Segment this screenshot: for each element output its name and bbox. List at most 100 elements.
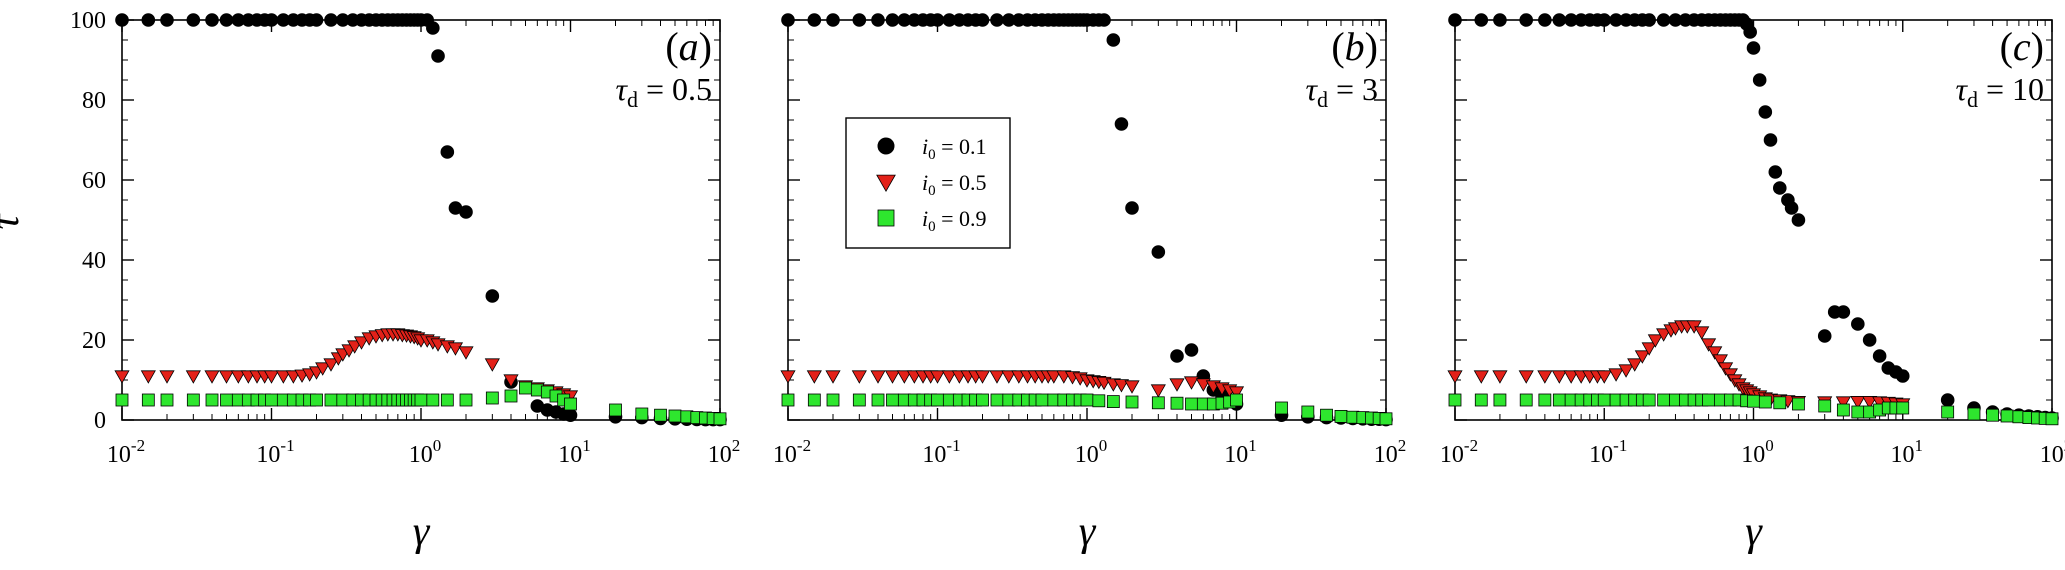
legend-box <box>845 117 1011 249</box>
data-point <box>1170 349 1184 363</box>
data-point <box>1334 409 1348 423</box>
data-point <box>1275 401 1288 415</box>
x-tick-label: 102 <box>708 436 741 468</box>
data-point <box>1773 396 1787 410</box>
data-point <box>1320 408 1333 422</box>
data-point <box>1518 370 1534 384</box>
data-point <box>1872 349 1887 363</box>
data-point <box>989 370 1005 384</box>
data-point <box>1763 133 1778 147</box>
data-point <box>1080 393 1094 407</box>
data-point <box>440 393 454 407</box>
data-point <box>1170 396 1184 410</box>
data-point <box>1597 393 1611 407</box>
data-point <box>635 407 649 421</box>
data-point <box>204 370 220 384</box>
data-point <box>185 370 201 384</box>
y-tick-label: 100 <box>70 8 106 34</box>
data-point <box>807 13 822 27</box>
data-point <box>503 374 519 388</box>
data-point <box>975 13 990 27</box>
data-point <box>205 393 219 407</box>
data-point <box>431 49 445 63</box>
data-point <box>1474 13 1489 27</box>
data-point <box>141 393 155 407</box>
data-point <box>825 370 841 384</box>
data-point <box>1850 396 1866 410</box>
data-point <box>1183 376 1200 390</box>
y-axis-title: τ <box>0 213 28 230</box>
data-point <box>315 362 331 376</box>
x-tick-label: 101 <box>1891 436 1924 468</box>
data-point <box>1230 393 1243 407</box>
data-point <box>1941 405 1955 419</box>
data-point <box>1642 393 1656 407</box>
data-point <box>931 393 944 407</box>
tau-d-annotation: τd = 3 <box>1306 71 1379 112</box>
data-point <box>852 13 867 27</box>
data-point <box>886 393 899 407</box>
data-point <box>826 13 840 27</box>
data-point <box>1538 393 1552 407</box>
data-point <box>1150 384 1166 398</box>
x-axis-title: γ <box>413 509 431 555</box>
data-point <box>1835 396 1851 410</box>
x-tick-label: 10-1 <box>256 436 294 468</box>
data-point <box>1851 317 1865 331</box>
data-point <box>1862 396 1878 410</box>
data-point <box>1758 395 1772 409</box>
data-point <box>1519 13 1534 27</box>
legend-marker <box>877 209 895 227</box>
x-tick-label: 100 <box>409 436 442 468</box>
data-point <box>1743 25 1757 39</box>
data-point <box>114 370 130 384</box>
x-tick-label: 100 <box>1741 436 1774 468</box>
data-point <box>1519 393 1533 407</box>
data-point <box>1379 412 1393 426</box>
data-point <box>1862 333 1877 347</box>
data-point <box>218 370 235 384</box>
data-point <box>1597 13 1612 27</box>
data-point <box>1046 370 1062 384</box>
series-square <box>1448 393 2059 426</box>
data-point <box>1772 181 1787 195</box>
data-point <box>1940 393 1955 407</box>
data-point <box>414 393 428 407</box>
data-point <box>353 336 370 350</box>
legend-label: i0 = 0.1 <box>922 134 987 163</box>
data-point <box>1851 405 1865 419</box>
x-tick-label: 10-2 <box>773 436 811 468</box>
x-tick-label: 100 <box>1075 436 1108 468</box>
data-point <box>186 13 201 27</box>
data-point <box>1656 328 1672 342</box>
data-point <box>1608 368 1624 382</box>
data-point <box>1124 380 1140 394</box>
data-point <box>1113 379 1130 393</box>
data-point <box>1712 354 1728 368</box>
data-point <box>263 370 280 384</box>
data-point <box>564 397 577 411</box>
data-point <box>807 393 821 407</box>
data-point <box>884 370 901 384</box>
data-point <box>871 13 885 27</box>
legend-label: i0 = 0.5 <box>922 170 987 199</box>
data-point <box>264 13 279 27</box>
y-tick-label: 40 <box>82 248 106 274</box>
data-point <box>1784 201 1799 215</box>
series-square <box>781 393 1393 426</box>
series-triangle-down <box>114 328 579 404</box>
data-point <box>654 408 667 422</box>
data-point <box>186 393 200 407</box>
data-point <box>1001 370 1017 384</box>
data-point <box>1092 394 1106 408</box>
x-tick-label: 101 <box>1224 436 1257 468</box>
data-point <box>781 13 795 27</box>
data-point <box>275 370 291 384</box>
data-point <box>1817 329 1832 343</box>
data-point <box>426 21 440 35</box>
data-point <box>1125 201 1139 215</box>
series-circle <box>115 13 727 427</box>
data-point <box>1967 407 1981 421</box>
data-point <box>780 370 796 384</box>
